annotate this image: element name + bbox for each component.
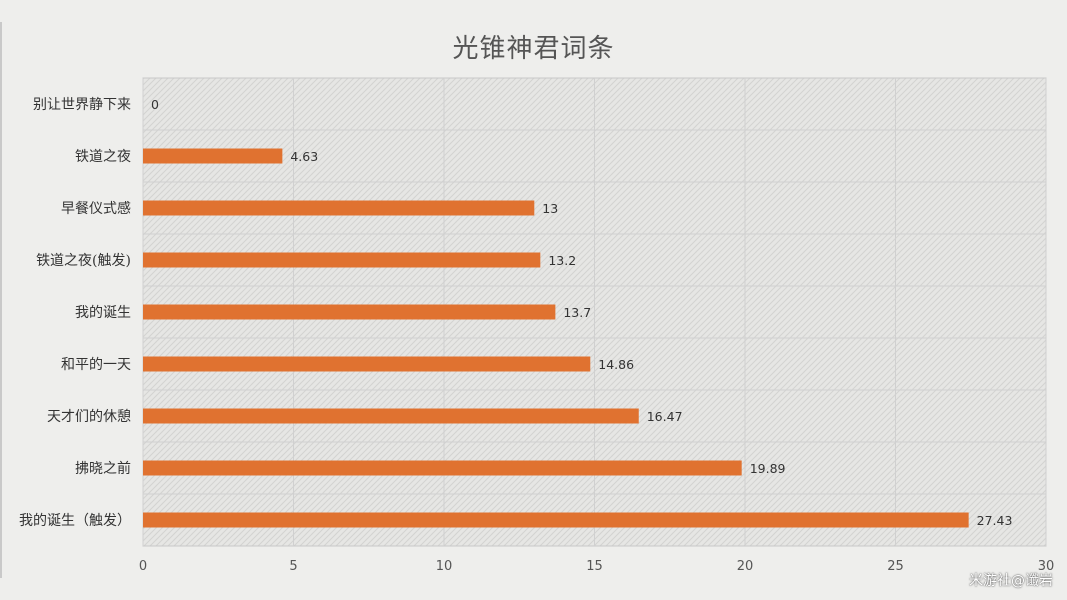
- bar: [143, 356, 591, 372]
- chart-title: 光锥神君词条: [452, 34, 615, 64]
- data-label: 27.43: [977, 513, 1013, 528]
- category-label: 拂晓之前: [75, 460, 131, 477]
- bar: [143, 460, 742, 476]
- x-tick-label: 0: [139, 559, 147, 574]
- bar: [143, 148, 283, 164]
- category-label: 别让世界静下来: [33, 97, 131, 113]
- x-tick-label: 10: [436, 559, 453, 574]
- category-label: 和平的一天: [61, 357, 131, 373]
- x-tick-label: 20: [737, 559, 754, 574]
- slide-left-edge: [0, 22, 2, 578]
- category-label: 天才们的休憩: [47, 408, 131, 425]
- x-tick-label: 30: [1038, 559, 1055, 574]
- category-label: 铁道之夜(触发): [36, 253, 131, 269]
- category-label: 早餐仪式感: [61, 200, 131, 217]
- category-label: 我的诞生: [75, 305, 131, 321]
- data-label: 4.63: [290, 149, 318, 164]
- bar: [143, 252, 541, 268]
- data-label: 14.86: [598, 357, 634, 372]
- bar: [143, 304, 556, 320]
- data-label: 13.7: [563, 305, 591, 320]
- data-label: 16.47: [647, 409, 683, 424]
- bar: [143, 512, 969, 528]
- data-label: 0: [151, 97, 159, 112]
- data-label: 19.89: [750, 461, 786, 476]
- watermark: 米游社@谶岩: [969, 573, 1053, 589]
- data-label: 13: [542, 201, 558, 216]
- bar: [143, 200, 535, 216]
- x-tick-label: 5: [289, 559, 297, 574]
- category-label: 我的诞生（触发）: [19, 513, 131, 529]
- category-label: 铁道之夜: [75, 149, 131, 165]
- bar: [143, 408, 639, 424]
- x-tick-label: 25: [887, 559, 904, 574]
- data-label: 13.2: [548, 253, 576, 268]
- x-tick-label: 15: [586, 559, 603, 574]
